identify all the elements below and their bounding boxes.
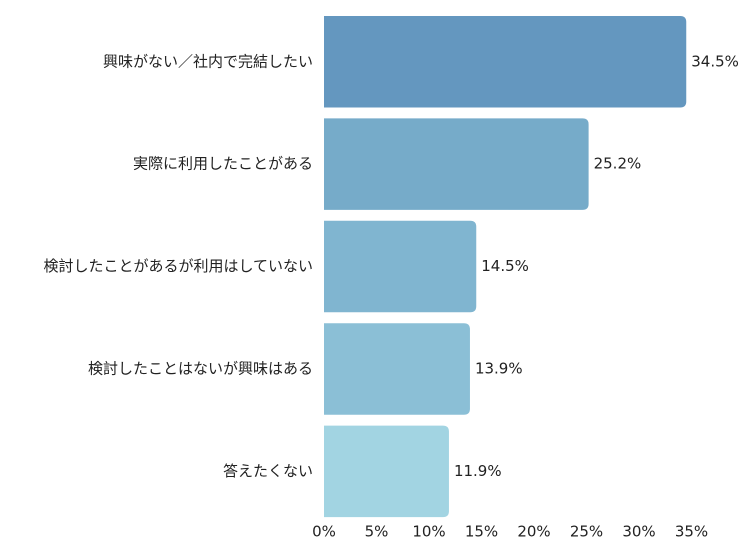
value-label-4: 13.9% <box>475 359 523 377</box>
x-tick-label-10: 10% <box>412 523 445 541</box>
x-tick-label-30: 30% <box>622 523 655 541</box>
x-axis-tick-labels: 0% 5% 10% 15% 20% 25% 30% 35% <box>312 523 708 541</box>
value-label-5: 11.9% <box>454 462 502 480</box>
x-tick-label-25: 25% <box>570 523 603 541</box>
category-labels: 興味がない／社内で完結したい実際に利用したことがある検討したことがあるが利用はし… <box>43 52 313 480</box>
category-label-3: 検討したことがあるが利用はしていない <box>43 257 313 275</box>
x-tick-label-5: 5% <box>365 523 389 541</box>
category-label-1: 興味がない／社内で完結したい <box>103 52 313 70</box>
x-tick-label-15: 15% <box>465 523 498 541</box>
bar-4 <box>324 323 470 415</box>
bars-group <box>324 16 687 518</box>
value-label-1: 34.5% <box>691 52 739 70</box>
value-label-2: 25.2% <box>594 155 642 173</box>
category-label-4: 検討したことはないが興味はある <box>88 359 313 377</box>
x-tick-label-20: 20% <box>517 523 550 541</box>
bar-2 <box>324 118 589 210</box>
x-tick-label-35: 35% <box>675 523 708 541</box>
x-tick-label-0: 0% <box>312 523 336 541</box>
bar-5 <box>324 425 449 518</box>
bar-1 <box>324 16 687 108</box>
value-labels: 34.5% 25.2% 14.5% 13.9% 11.9% <box>454 52 739 480</box>
category-label-5: 答えたくない <box>223 462 313 480</box>
value-label-3: 14.5% <box>481 257 529 275</box>
bar-3 <box>324 220 477 313</box>
category-label-2: 実際に利用したことがある <box>133 155 313 173</box>
